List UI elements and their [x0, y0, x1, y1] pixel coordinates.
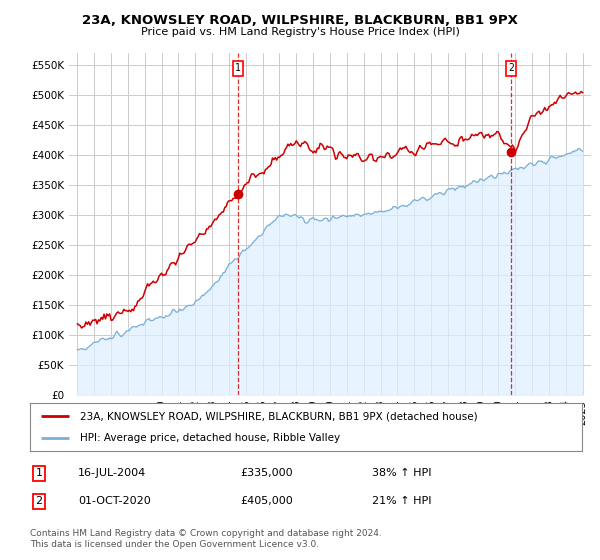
Text: £405,000: £405,000 — [240, 496, 293, 506]
Text: 16-JUL-2004: 16-JUL-2004 — [78, 468, 146, 478]
Text: 1: 1 — [35, 468, 43, 478]
Text: 23A, KNOWSLEY ROAD, WILPSHIRE, BLACKBURN, BB1 9PX: 23A, KNOWSLEY ROAD, WILPSHIRE, BLACKBURN… — [82, 14, 518, 27]
Text: 01-OCT-2020: 01-OCT-2020 — [78, 496, 151, 506]
Text: 23A, KNOWSLEY ROAD, WILPSHIRE, BLACKBURN, BB1 9PX (detached house): 23A, KNOWSLEY ROAD, WILPSHIRE, BLACKBURN… — [80, 411, 478, 421]
Text: 21% ↑ HPI: 21% ↑ HPI — [372, 496, 431, 506]
Text: Contains HM Land Registry data © Crown copyright and database right 2024.
This d: Contains HM Land Registry data © Crown c… — [30, 529, 382, 549]
Text: £335,000: £335,000 — [240, 468, 293, 478]
Text: 38% ↑ HPI: 38% ↑ HPI — [372, 468, 431, 478]
Text: 2: 2 — [508, 63, 514, 73]
Text: HPI: Average price, detached house, Ribble Valley: HPI: Average price, detached house, Ribb… — [80, 433, 340, 443]
Text: 1: 1 — [235, 63, 241, 73]
Text: Price paid vs. HM Land Registry's House Price Index (HPI): Price paid vs. HM Land Registry's House … — [140, 27, 460, 37]
Text: 2: 2 — [35, 496, 43, 506]
